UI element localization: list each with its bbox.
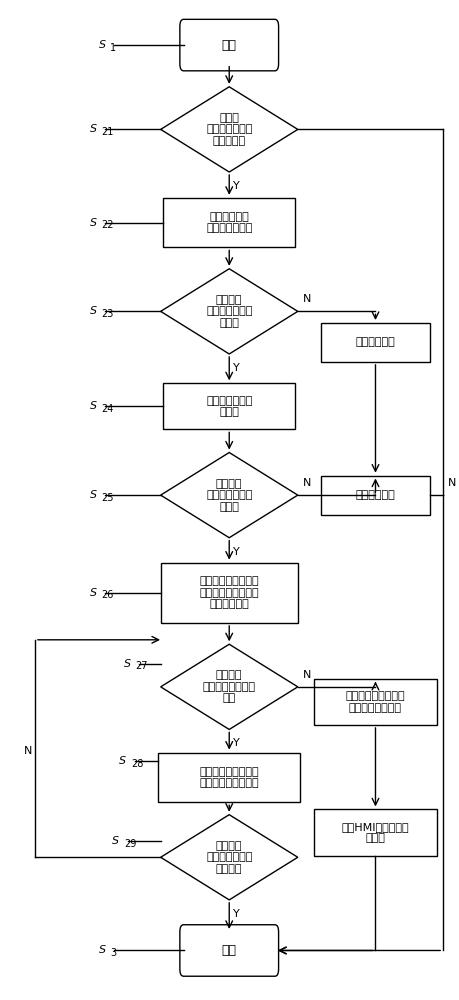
Text: 3: 3	[110, 948, 117, 958]
Bar	[158, 753, 300, 802]
Text: 29: 29	[124, 839, 136, 849]
Bar	[314, 679, 437, 725]
Text: 22: 22	[101, 220, 114, 230]
Text: S: S	[99, 945, 106, 955]
Text: S: S	[119, 756, 126, 766]
Text: S: S	[99, 40, 106, 50]
Polygon shape	[161, 815, 298, 900]
Text: S: S	[90, 490, 97, 500]
Text: 监控当前释放
指令的执行过程: 监控当前释放 指令的执行过程	[206, 212, 252, 233]
Text: 21: 21	[101, 127, 114, 137]
FancyBboxPatch shape	[180, 925, 279, 976]
Polygon shape	[161, 644, 298, 729]
Text: 23: 23	[101, 309, 114, 319]
Polygon shape	[161, 269, 298, 354]
FancyBboxPatch shape	[180, 19, 279, 71]
Bar	[163, 383, 296, 429]
Text: 启动阶段计算电
机内阻: 启动阶段计算电 机内阻	[206, 396, 252, 417]
Text: 电卡钳在释放阶段故
障（到底、卡住）: 电卡钳在释放阶段故 障（到底、卡住）	[346, 691, 405, 713]
Text: S: S	[90, 218, 97, 228]
Polygon shape	[161, 87, 298, 172]
Polygon shape	[161, 453, 298, 538]
Bar	[314, 809, 437, 856]
Text: 判断电机
电流是否处于下
降阶段: 判断电机 电流是否处于下 降阶段	[206, 479, 252, 512]
Text: S: S	[90, 124, 97, 134]
Text: 24: 24	[101, 404, 114, 414]
Text: 电机启动堵转: 电机启动堵转	[356, 490, 395, 500]
Text: 判断电卡
钳制动间隙是否
满足标准: 判断电卡 钳制动间隙是否 满足标准	[206, 841, 252, 874]
Text: S: S	[124, 659, 131, 669]
Text: N: N	[448, 478, 456, 488]
Bar	[321, 323, 431, 362]
Text: 28: 28	[131, 759, 143, 769]
Text: 电卡钳制动摩擦片与
制动盘间隙设置阶段: 电卡钳制动摩擦片与 制动盘间隙设置阶段	[199, 767, 259, 788]
Text: 判断电机
电流是否处于怠速
阶段: 判断电机 电流是否处于怠速 阶段	[203, 670, 256, 703]
Text: 电机无法启动: 电机无法启动	[356, 337, 395, 347]
Text: Y: Y	[233, 909, 240, 919]
Text: S: S	[112, 836, 119, 846]
Text: Y: Y	[233, 363, 240, 373]
Text: 1: 1	[110, 43, 117, 53]
Text: 27: 27	[135, 661, 148, 671]
Bar	[163, 198, 296, 247]
Text: 电机正常的启动，电
机转速估算模型启动
进行转速估算: 电机正常的启动，电 机转速估算模型启动 进行转速估算	[199, 576, 259, 609]
Text: 开始: 开始	[222, 39, 237, 52]
Text: N: N	[303, 294, 312, 304]
Text: S: S	[90, 588, 97, 598]
Text: Y: Y	[233, 738, 240, 748]
Text: 结束: 结束	[222, 944, 237, 957]
Text: N: N	[303, 670, 312, 680]
Text: 监控电机
电流是否处于启
动阶段: 监控电机 电流是否处于启 动阶段	[206, 295, 252, 328]
Text: Y: Y	[233, 181, 240, 191]
Text: 25: 25	[101, 493, 114, 503]
Text: 设置HMI故障以及报
警显示: 设置HMI故障以及报 警显示	[341, 822, 409, 843]
Text: S: S	[90, 401, 97, 411]
Text: 判断当
前是否有释放控
制命令发出: 判断当 前是否有释放控 制命令发出	[206, 113, 252, 146]
Text: 26: 26	[101, 590, 114, 600]
Text: N: N	[303, 478, 312, 488]
Bar	[161, 563, 298, 623]
Text: S: S	[90, 306, 97, 316]
Bar	[321, 476, 431, 515]
Text: Y: Y	[233, 547, 240, 557]
Text: N: N	[24, 746, 32, 756]
